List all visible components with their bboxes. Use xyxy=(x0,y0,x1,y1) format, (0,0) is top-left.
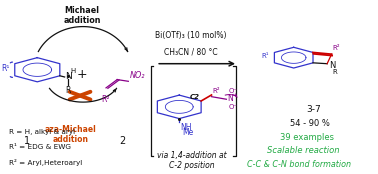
Text: R²: R² xyxy=(101,95,110,104)
Text: R: R xyxy=(333,69,338,74)
Text: Scalable reaction: Scalable reaction xyxy=(267,146,339,155)
Text: C-C & C-N bond formation: C-C & C-N bond formation xyxy=(247,160,351,169)
Text: aza-Michael
addition: aza-Michael addition xyxy=(45,125,97,144)
Text: NO₂: NO₂ xyxy=(129,71,145,80)
Text: R = H, alkyl & aryl: R = H, alkyl & aryl xyxy=(9,129,76,135)
Text: 2: 2 xyxy=(119,136,126,145)
Text: 39 examples: 39 examples xyxy=(280,133,334,142)
Text: R¹: R¹ xyxy=(261,53,268,59)
Text: Me: Me xyxy=(183,128,194,137)
Text: 3-7: 3-7 xyxy=(307,105,322,114)
Text: R¹: R¹ xyxy=(2,64,10,73)
Text: O⁻: O⁻ xyxy=(228,104,237,110)
Text: O⁻: O⁻ xyxy=(228,88,237,94)
Text: N: N xyxy=(329,61,336,70)
Text: Bi(OTf)₃ (10 mol%): Bi(OTf)₃ (10 mol%) xyxy=(155,31,226,40)
Text: 54 - 90 %: 54 - 90 % xyxy=(290,119,330,128)
Text: N: N xyxy=(65,73,72,81)
Text: +: + xyxy=(77,68,87,81)
Text: N: N xyxy=(227,94,233,103)
Text: 1: 1 xyxy=(24,136,30,145)
Text: NH: NH xyxy=(181,123,192,132)
Text: H: H xyxy=(70,68,76,74)
Text: R² = Aryl,Heteroaryl: R² = Aryl,Heteroaryl xyxy=(9,159,83,167)
Text: C2: C2 xyxy=(189,94,199,100)
Text: Michael
addition: Michael addition xyxy=(63,6,101,25)
Text: R²: R² xyxy=(212,88,220,94)
Text: R¹ = EDG & EWG: R¹ = EDG & EWG xyxy=(9,144,71,150)
Text: CH₃CN / 80 °C: CH₃CN / 80 °C xyxy=(164,48,218,57)
Text: via 1,4-addition at
C-2 position: via 1,4-addition at C-2 position xyxy=(157,151,226,170)
Text: ⁺: ⁺ xyxy=(231,94,234,99)
Text: R: R xyxy=(65,86,70,95)
Text: R²: R² xyxy=(332,45,340,51)
